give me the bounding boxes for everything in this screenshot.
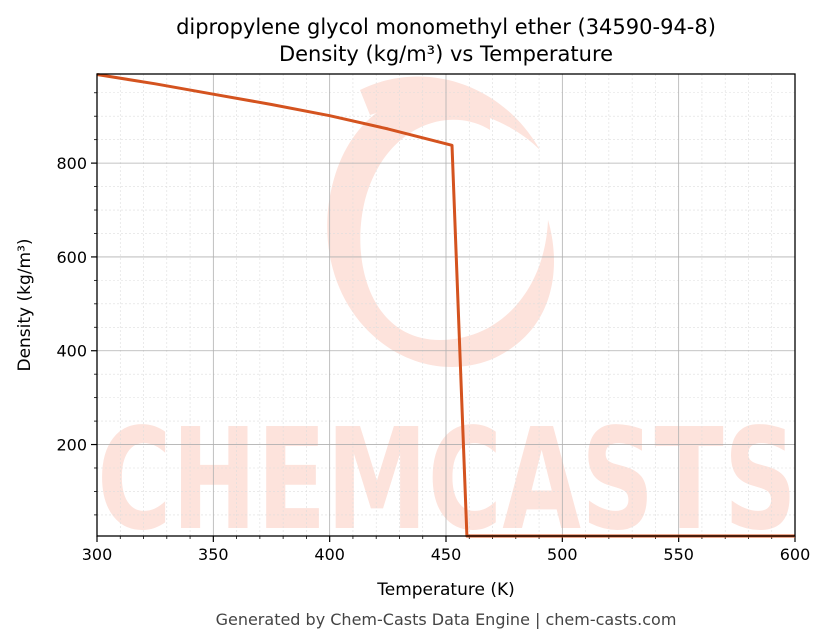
x-axis-label: Temperature (K)	[376, 580, 515, 600]
watermark-c-top	[360, 76, 540, 150]
y-axis-label: Density (kg/m³)	[15, 238, 35, 371]
chart-title-line1: dipropylene glycol monomethyl ether (345…	[176, 15, 716, 39]
y-tick-label: 800	[56, 154, 87, 173]
watermark-text: CHEMCASTS	[97, 399, 797, 562]
y-tick-label: 400	[56, 342, 87, 361]
x-tick-label: 350	[198, 545, 229, 564]
series-line	[96, 73, 795, 538]
chart-title-line2: Density (kg/m³) vs Temperature	[279, 42, 613, 66]
footer-credit: Generated by Chem-Casts Data Engine | ch…	[216, 610, 677, 629]
plot-frame	[96, 73, 796, 537]
y-tick-label: 600	[56, 248, 87, 267]
y-tick-label: 200	[56, 436, 87, 455]
x-tick-label: 550	[663, 545, 694, 564]
x-tick-label: 600	[780, 545, 811, 564]
x-tick-label: 450	[431, 545, 462, 564]
x-tick-label: 500	[547, 545, 578, 564]
x-tick-label: 400	[314, 545, 345, 564]
axis-ticks: 300 350 400 450 500 550 600 200 400 600 800	[56, 92, 811, 564]
series-layer	[96, 73, 795, 538]
x-tick-label: 300	[82, 545, 113, 564]
